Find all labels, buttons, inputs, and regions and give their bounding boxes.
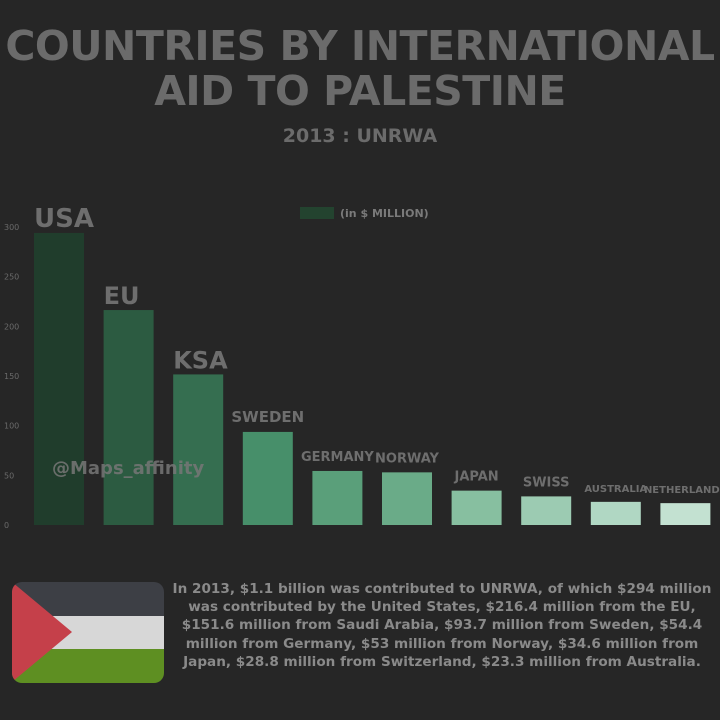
y-tick-label: 250 — [4, 273, 19, 282]
category-label: GERMANY — [301, 450, 374, 465]
bar-eu — [103, 310, 154, 525]
bar-usa — [34, 232, 84, 525]
y-tick-label: 50 — [4, 471, 14, 480]
category-label: EU — [104, 282, 140, 310]
chart-title: COUNTRIES BY INTERNATIONAL AID TO PALEST… — [0, 24, 720, 114]
bar-norway — [382, 472, 432, 525]
bar-netherlands — [660, 503, 711, 525]
y-tick-label: 200 — [4, 322, 19, 331]
category-label: NORWAY — [375, 451, 440, 466]
palestine-flag-icon — [12, 582, 164, 683]
bar-sweden — [242, 431, 293, 525]
bar-germany — [312, 470, 363, 525]
category-label: KSA — [173, 346, 228, 374]
y-tick-label: 0 — [4, 521, 9, 530]
y-tick-label: 150 — [4, 372, 19, 381]
category-label: NETHERLANDS — [644, 485, 720, 496]
bar-australia — [590, 501, 641, 525]
category-label: USA — [34, 204, 94, 234]
bar-japan — [451, 490, 502, 525]
category-label: SWEDEN — [231, 408, 304, 426]
chart-subtitle: 2013 : UNRWA — [282, 125, 438, 147]
bar-ksa — [173, 374, 224, 525]
description-text: In 2013, $1.1 billion was contributed to… — [172, 581, 712, 670]
title-line-2: AID TO PALESTINE — [154, 67, 566, 115]
y-tick-label: 100 — [4, 422, 19, 431]
legend-swatch — [300, 207, 334, 219]
bar-swiss — [521, 496, 572, 525]
title-line-1: COUNTRIES BY INTERNATIONAL — [5, 22, 715, 70]
legend-label: (in $ MILLION) — [340, 207, 429, 220]
watermark-text: @Maps_affinity — [52, 458, 204, 479]
category-label: AUSTRALIA — [584, 484, 647, 495]
category-label: SWISS — [523, 475, 570, 490]
category-label: JAPAN — [454, 470, 499, 485]
y-tick-label: 300 — [4, 223, 19, 232]
